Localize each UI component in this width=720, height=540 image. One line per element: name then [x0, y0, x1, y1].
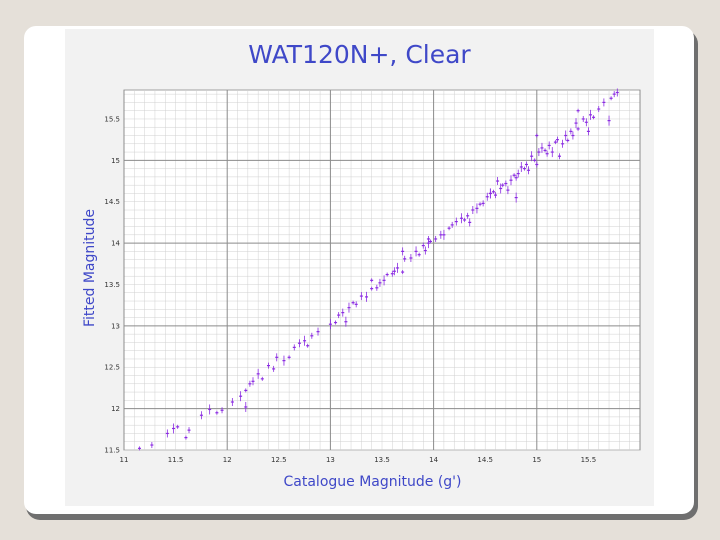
x-tick-label: 11	[120, 456, 129, 464]
x-tick-label: 12.5	[271, 456, 287, 464]
x-tick-label: 15	[532, 456, 541, 464]
y-tick-label: 14.5	[104, 198, 120, 206]
y-tick-label: 12.5	[104, 364, 120, 372]
x-tick-label: 14	[429, 456, 438, 464]
x-tick-label: 14.5	[477, 456, 493, 464]
x-tick-label: 11.5	[168, 456, 184, 464]
y-tick-label: 14	[111, 240, 120, 248]
y-tick-label: 13	[111, 322, 120, 330]
x-tick-label: 13	[326, 456, 335, 464]
chart-title: WAT120N+, Clear	[248, 40, 471, 69]
y-tick-label: 15	[111, 157, 120, 165]
x-tick-label: 12	[223, 456, 232, 464]
y-tick-label: 13.5	[104, 281, 120, 289]
x-tick-label: 13.5	[374, 456, 390, 464]
y-tick-label: 11.5	[104, 447, 120, 455]
y-tick-label: 15.5	[104, 115, 120, 123]
x-axis-label: Catalogue Magnitude (g')	[283, 474, 462, 490]
x-tick-label: 15.5	[581, 456, 597, 464]
y-tick-label: 12	[111, 405, 120, 413]
